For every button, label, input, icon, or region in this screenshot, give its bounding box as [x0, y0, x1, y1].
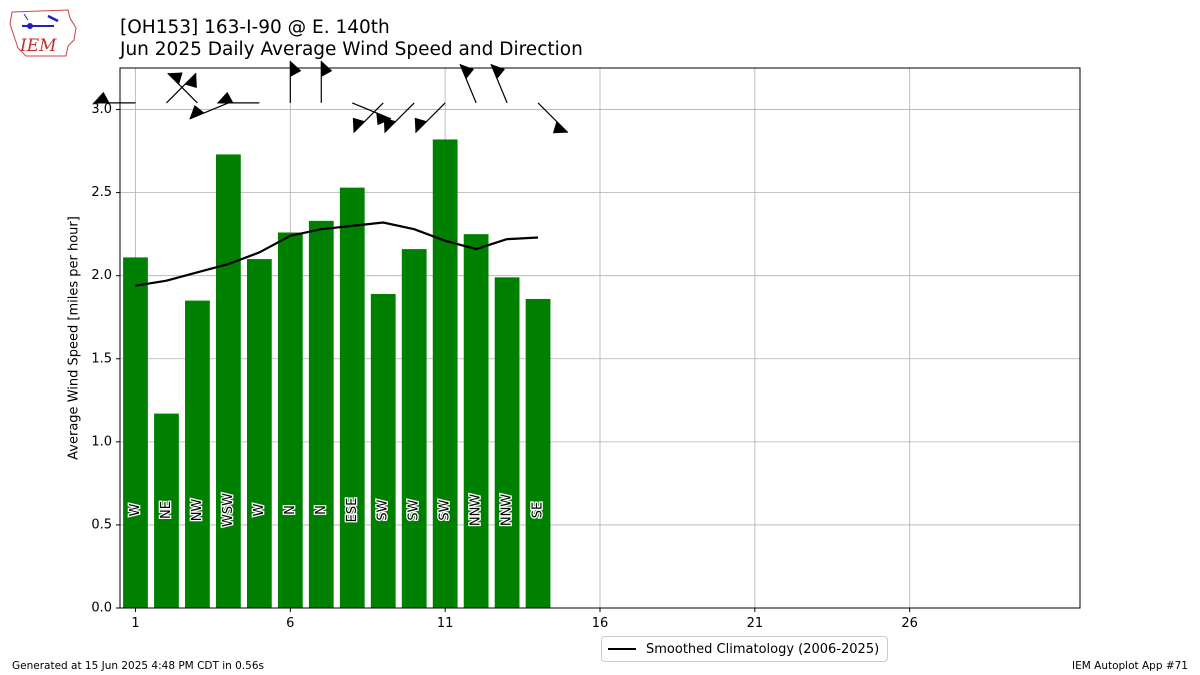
wind-direction-label: SE: [531, 502, 546, 518]
legend-climatology-label: Smoothed Climatology (2006-2025): [646, 641, 880, 657]
wind-barb-pennant: [491, 64, 506, 79]
plot-frame: [119, 67, 1081, 609]
y-tick-label: 0.5: [91, 517, 112, 532]
wind-direction-label: SW: [438, 499, 453, 520]
wind-barb-pennant: [184, 73, 197, 89]
wind-direction-label: N: [314, 505, 329, 515]
wind-direction-label: NNW: [469, 494, 484, 526]
wind-barb-pennant: [414, 117, 427, 133]
wind-direction-label: W: [128, 503, 143, 516]
y-tick-label: 1.0: [91, 434, 112, 449]
wind-barb-shaft: [490, 63, 508, 104]
wind-barb-shaft: [353, 102, 384, 134]
wind-speed-bar: [123, 257, 148, 608]
app-credit: IEM Autoplot App #71: [1072, 660, 1188, 672]
wind-barb-shaft: [189, 102, 229, 120]
wind-barb-shaft: [384, 102, 415, 134]
y-tick-label: 0.0: [91, 601, 112, 616]
iem-logo-text: IEM: [19, 36, 57, 56]
wind-barb-pennant: [321, 60, 333, 77]
y-axis-label: Average Wind Speed [miles per hour]: [67, 216, 82, 460]
legend-climatology-swatch: [608, 648, 636, 650]
wind-direction-label: WSW: [221, 493, 236, 527]
wind-barb-pennant: [376, 112, 392, 126]
wind-direction-label: SW: [376, 499, 391, 520]
wind-barb-shaft: [166, 72, 197, 104]
x-tick-label: 21: [747, 616, 764, 631]
wind-barb-pennant: [552, 121, 568, 134]
wind-speed-bar: [277, 232, 303, 608]
wind-direction-label: N: [283, 505, 298, 515]
wind-barb-shaft: [352, 102, 392, 120]
chart-title-line1: [OH153] 163-I-90 @ E. 140th: [120, 17, 390, 38]
wind-barb-pennant: [93, 91, 110, 103]
wind-direction-label: ESE: [345, 498, 360, 523]
wind-speed-bar: [463, 234, 489, 608]
wind-direction-label: SW: [407, 499, 422, 520]
wind-barb-pennant: [217, 91, 234, 103]
wind-speed-bar: [370, 293, 396, 608]
x-tick-label: 11: [437, 616, 454, 631]
wind-speed-bar: [525, 298, 551, 608]
y-tick-label: 2.5: [91, 185, 112, 200]
wind-direction-label: W: [252, 503, 267, 516]
wind-barb-shaft: [459, 63, 477, 104]
wind-barb-pennant: [460, 64, 475, 79]
chart-title: [OH153] 163-I-90 @ E. 140th Jun 2025 Dai…: [120, 17, 583, 61]
y-tick-label: 2.0: [91, 268, 112, 283]
wind-barb-pennant: [189, 104, 205, 119]
wind-speed-bar: [216, 154, 241, 608]
wind-barb-pennant: [383, 117, 396, 133]
wind-direction-label: NW: [190, 499, 205, 522]
wind-direction-label: NE: [159, 501, 174, 519]
generated-timestamp: Generated at 15 Jun 2025 4:48 PM CDT in …: [12, 660, 265, 672]
wind-barb-pennant: [290, 60, 302, 77]
chart-title-line2: Jun 2025 Daily Average Wind Speed and Di…: [120, 39, 583, 60]
wind-speed-bar: [246, 259, 272, 608]
wind-speed-bar: [154, 413, 179, 608]
wind-speed-bar: [308, 220, 334, 608]
wind-barb-pennant: [167, 72, 183, 85]
climatology-line: [135, 221, 539, 287]
y-tick-label: 3.0: [91, 102, 112, 117]
wind-speed-bar: [432, 139, 458, 608]
wind-speed-bar: [185, 300, 210, 608]
wind-barb-shaft: [167, 72, 198, 104]
wind-speed-bar: [494, 277, 520, 608]
legend: Smoothed Climatology (2006-2025): [601, 636, 889, 662]
wind-speed-bar: [339, 187, 365, 608]
wind-barb-pennant: [352, 117, 365, 133]
wind-barb-shaft: [537, 102, 569, 134]
wind-speed-bar: [401, 249, 427, 608]
x-tick-label: 1: [131, 616, 139, 631]
x-tick-label: 26: [901, 616, 918, 631]
x-tick-label: 6: [286, 616, 294, 631]
iem-logo: IEM: [9, 9, 77, 57]
x-tick-label: 16: [592, 616, 609, 631]
y-tick-label: 1.5: [91, 351, 112, 366]
wind-barb-shaft: [415, 102, 446, 134]
wind-direction-label: NNW: [500, 494, 515, 526]
